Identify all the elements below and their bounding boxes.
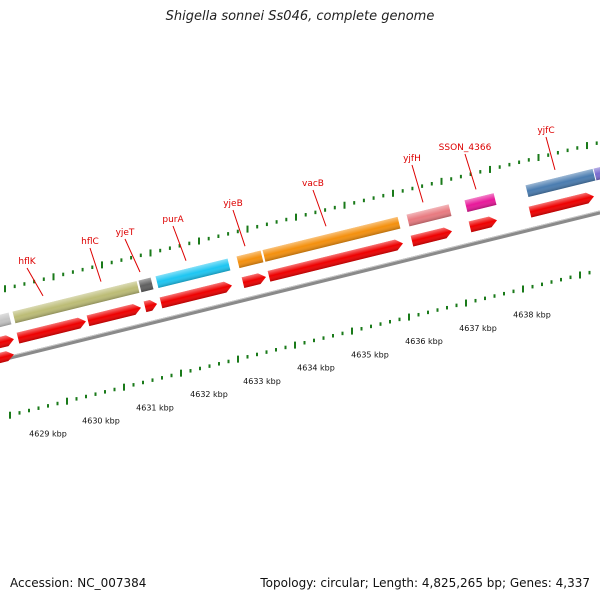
gene-yjeB-shade xyxy=(236,250,264,269)
scale-label: 4636 kbp xyxy=(405,337,443,346)
cds-arrow xyxy=(86,304,142,327)
cds-arrow xyxy=(241,273,267,289)
cds-arrow-shade xyxy=(468,216,497,233)
cds-arrow xyxy=(0,351,14,364)
cds-arrow xyxy=(143,299,158,313)
gene-fragment-shade xyxy=(0,312,12,328)
cds-arrow-shade xyxy=(0,335,14,349)
gene-yjfH-shade xyxy=(406,204,452,227)
scale-label: 4630 kbp xyxy=(82,417,120,426)
gene-label-yjeT: yjeT xyxy=(116,228,135,238)
scale-label: 4633 kbp xyxy=(243,377,281,386)
gene-leader-line xyxy=(411,164,424,203)
cds-arrow xyxy=(528,192,594,218)
gene-label-hflK: hflK xyxy=(18,257,36,267)
scale-label: 4629 kbp xyxy=(29,430,67,439)
cds-arrow xyxy=(410,227,453,247)
cds-arrow xyxy=(159,281,232,309)
gene-hflK xyxy=(12,281,140,324)
gene-SSON_4366 xyxy=(464,193,497,213)
gene-yjfC-shade xyxy=(525,168,596,198)
gene-hflK-shade xyxy=(12,281,140,324)
cds-arrow xyxy=(16,317,86,344)
gene-leader-line xyxy=(26,267,44,297)
gene-leader-line xyxy=(464,153,477,190)
scale-label: 4632 kbp xyxy=(190,390,228,399)
gene-vacB-shade xyxy=(262,216,401,262)
cds-arrow-shade xyxy=(159,281,232,309)
gene-label-SSON_4366: SSON_4366 xyxy=(439,143,492,153)
gene-label-yjfC: yjfC xyxy=(537,126,554,136)
cds-arrow-shade xyxy=(143,299,158,313)
gene-leader-line xyxy=(545,136,556,171)
cds-arrow-shade xyxy=(528,192,594,218)
gene-label-purA: purA xyxy=(162,215,184,225)
cds-arrow-shade xyxy=(410,227,453,247)
gene-leader-line xyxy=(124,238,141,273)
gene-leader-line xyxy=(172,225,187,261)
scale-label: 4638 kbp xyxy=(513,311,551,320)
gene-yjeT-shade xyxy=(138,277,154,293)
gene-label-hflC: hflC xyxy=(81,237,99,247)
gene-yjeB xyxy=(236,250,264,269)
scale-label: 4637 kbp xyxy=(459,324,497,333)
gene-leader-line xyxy=(232,209,246,247)
scale-label: 4634 kbp xyxy=(297,364,335,373)
cds-arrow-shade xyxy=(16,317,86,344)
gene-vacB xyxy=(262,216,401,262)
gene-purA-shade xyxy=(155,258,231,289)
scale-label: 4631 kbp xyxy=(136,403,174,412)
cds-arrow-shade xyxy=(241,273,267,289)
backbone-line xyxy=(0,210,600,362)
cds-arrow xyxy=(267,239,404,282)
gene-leader-line xyxy=(89,247,102,282)
cds-arrow-shade xyxy=(86,304,142,327)
gene-SSON_4366-shade xyxy=(464,193,497,213)
gene-leader-line xyxy=(312,189,327,227)
cds-arrow-shade xyxy=(267,239,404,282)
gene-fragment xyxy=(0,312,12,328)
gene-label-vacB: vacB xyxy=(302,179,324,189)
accession-text: Accession: NC_007384 xyxy=(10,576,147,590)
gene-yjfH xyxy=(406,204,452,227)
gene-label-yjeB: yjeB xyxy=(223,199,243,209)
gene-yjfC xyxy=(525,168,596,198)
scale-label: 4635 kbp xyxy=(351,350,389,359)
map-title: Shigella sonnei Ss046, complete genome xyxy=(165,9,435,24)
gene-label-yjfH: yjfH xyxy=(403,154,421,164)
cds-arrow xyxy=(0,335,14,349)
gene-yjeT xyxy=(138,277,154,293)
gene-purA xyxy=(155,258,231,289)
cds-arrow xyxy=(468,216,497,233)
backbone-highlight xyxy=(0,210,600,359)
cds-arrow-shade xyxy=(0,351,14,364)
genome-summary-text: Topology: circular; Length: 4,825,265 bp… xyxy=(260,576,590,590)
